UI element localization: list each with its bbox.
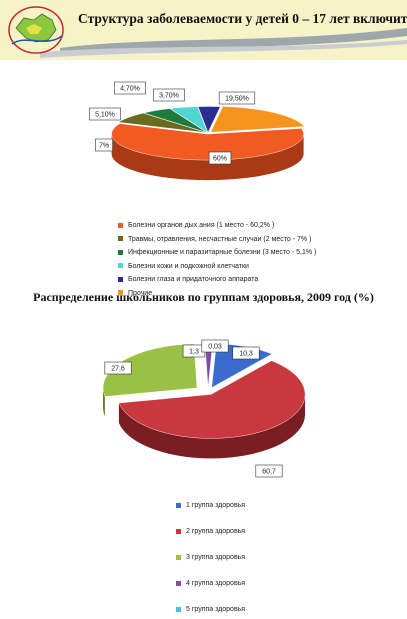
pie-slice-side (118, 394, 306, 459)
svg-text:19,50%: 19,50% (225, 96, 249, 103)
legend-swatch (176, 580, 181, 586)
svg-text:60%: 60% (213, 156, 227, 163)
legend-swatch (176, 554, 181, 560)
legend-label: 1 группа здоровья (186, 502, 246, 509)
legend-swatch (118, 263, 123, 269)
data-label: 27,6 (104, 361, 132, 375)
legend-label: 5 группа здоровья (186, 606, 246, 613)
health-groups-pie-chart: 10,3 60,7 27,6 1,3 0,03 (102, 339, 306, 478)
data-label: 7% (95, 138, 113, 152)
morbidity-pie-chart: 60% 7% 5,10% 4,70% 3,70% 19,50% (89, 81, 305, 181)
legend-label: Прочие (128, 289, 153, 297)
pie-slice (117, 112, 207, 133)
svg-text:3,70%: 3,70% (159, 93, 179, 100)
data-label: 3,70% (153, 88, 185, 102)
svg-text:60,7: 60,7 (262, 469, 276, 476)
legend-item: 4 группа здоровья (176, 580, 245, 587)
chart2-title: Распределение школьников по группам здор… (33, 290, 374, 304)
legend-swatch (176, 606, 181, 612)
pie-slice (102, 343, 198, 397)
data-label: 10,3 (232, 346, 260, 360)
legend-item: 3 группа здоровья (176, 554, 245, 561)
data-label: 5,10% (89, 107, 121, 121)
pie-slice (142, 108, 208, 133)
legend-item: 2 группа здоровья (176, 528, 245, 535)
legend-label: 4 группа здоровья (186, 580, 246, 587)
data-label: 60,7 (255, 464, 283, 478)
health-groups-legend: 1 группа здоровья 2 группа здоровья 3 груп… (176, 502, 376, 617)
legend-label: 2 группа здоровья (186, 528, 246, 535)
pie-slice-side (111, 134, 304, 181)
data-label: 60% (208, 151, 232, 165)
legend-item: Болезни кожи и подкожной клетчатки (118, 263, 249, 270)
svg-text:1,3: 1,3 (189, 349, 199, 356)
header-banner: Структура заболеваемости у детей 0 – 17 … (0, 0, 407, 60)
legend-label: Инфекционные и паразитарные болезни (3 м… (128, 249, 317, 256)
data-label: 0,03 (201, 339, 229, 353)
data-label: 19,50% (218, 91, 256, 105)
pie-slice (169, 106, 208, 133)
legend-swatch (118, 290, 123, 296)
legend-item: Инфекционные и паразитарные болезни (3 м… (118, 249, 316, 256)
legend-label: Болезни глаза и придаточного аппарата (128, 276, 259, 283)
pie-slice (210, 106, 305, 133)
legend-swatch (118, 236, 123, 242)
svg-text:27,6: 27,6 (111, 366, 125, 373)
legend-item: 5 группа здоровья (176, 606, 245, 613)
legend-swatch (118, 276, 123, 282)
legend-label: 3 группа здоровья (186, 554, 246, 561)
legend-label: Болезни кожи и подкожной клетчатки (128, 262, 249, 270)
legend-swatch (118, 249, 123, 255)
svg-text:10,3: 10,3 (239, 351, 253, 358)
legend-label: Болезни органов дых ания (1 место - 60,2… (128, 222, 275, 229)
svg-text:4,70%: 4,70% (120, 86, 140, 93)
region-map-logo (6, 4, 66, 56)
legend-item: Травмы, отравления, несчастные случаи (2… (118, 236, 311, 243)
pie-slice (111, 123, 304, 161)
legend-item: Прочие (118, 290, 152, 297)
legend-item: 1 группа здоровья (176, 502, 245, 509)
legend-item: Болезни органов дых ания (1 место - 60,2… (118, 222, 274, 229)
pie-slice-side (103, 387, 105, 417)
header-swoosh (40, 28, 407, 58)
pie-slice (197, 106, 221, 133)
legend-swatch (176, 528, 181, 534)
legend-item: Болезни глаза и придаточного аппарата (118, 276, 258, 283)
svg-text:7%: 7% (99, 143, 109, 150)
data-label: 4,70% (114, 81, 146, 95)
page-title: Структура заболеваемости у детей 0 – 17 … (78, 11, 407, 26)
svg-text:5,10%: 5,10% (95, 112, 115, 119)
pie-slice (118, 360, 306, 439)
morbidity-legend: Болезни органов дых ания (1 место - 60,2… (118, 222, 378, 302)
svg-text:0,03: 0,03 (208, 344, 222, 351)
legend-label: Травмы, отравления, несчастные случаи (2… (128, 235, 312, 243)
legend-swatch (176, 502, 181, 508)
legend-swatch (118, 222, 123, 228)
